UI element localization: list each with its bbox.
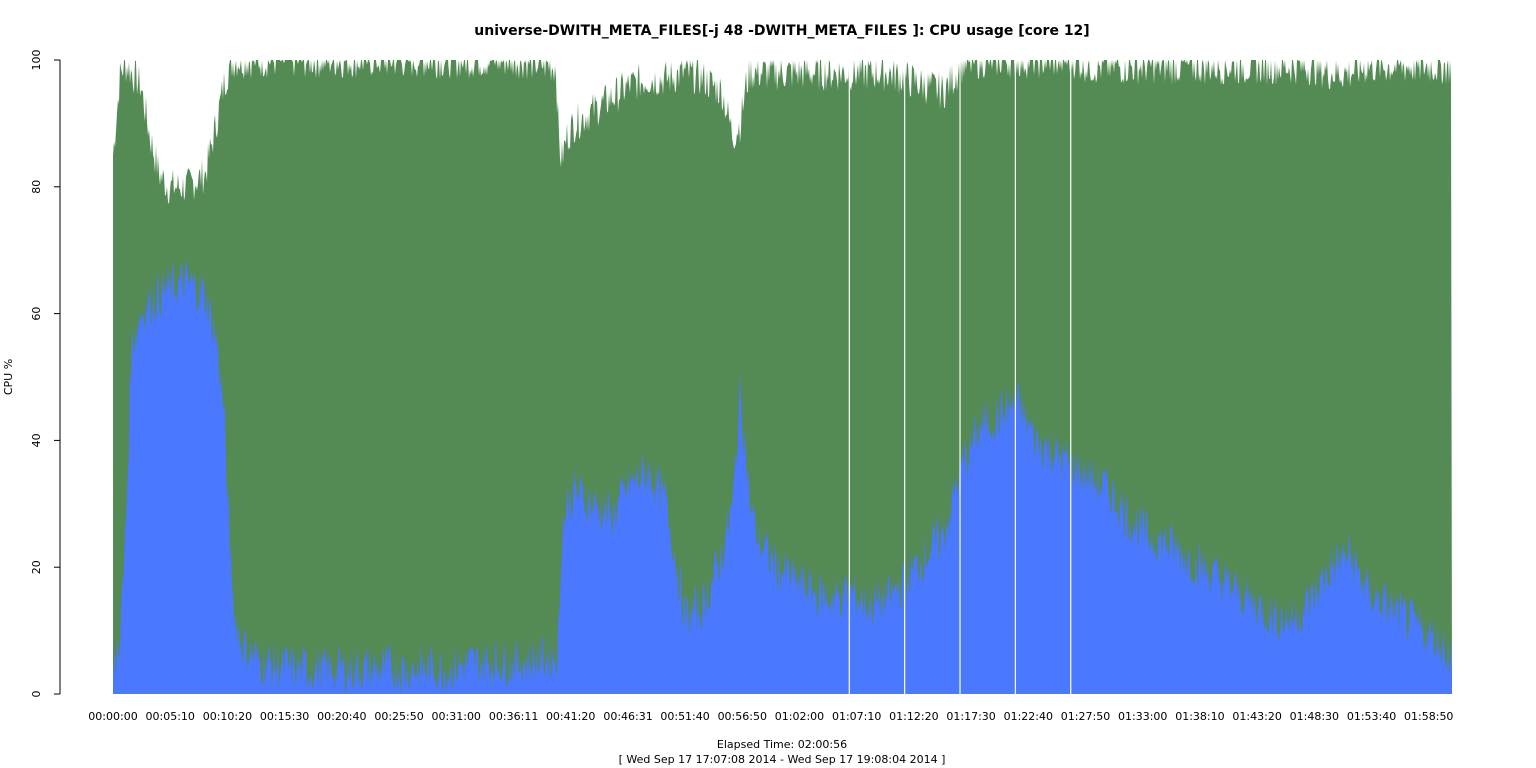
x-tick-label: 01:27:50 (1061, 710, 1110, 723)
idle-gaps (848, 60, 1072, 694)
x-tick-label: 00:20:40 (317, 710, 366, 723)
y-axis: 0 20 40 60 80 100 (30, 50, 61, 698)
y-tick-label: 0 (30, 691, 43, 698)
x-tick-label: 00:51:40 (660, 710, 709, 723)
user-cpu-area (113, 261, 1452, 694)
y-tick-label: 80 (30, 180, 43, 194)
x-tick-label: 00:36:11 (489, 710, 538, 723)
x-tick-label: 01:48:30 (1290, 710, 1339, 723)
x-tick-label: 00:31:00 (432, 710, 481, 723)
x-tick-label: 01:12:20 (889, 710, 938, 723)
x-tick-label: 00:15:30 (260, 710, 309, 723)
x-tick-label: 01:43:20 (1232, 710, 1281, 723)
x-tick-label: 00:41:20 (546, 710, 595, 723)
x-tick-label: 01:33:00 (1118, 710, 1167, 723)
x-axis: 00:00:00 00:05:10 00:10:20 00:15:30 00:20:40… (88, 710, 1453, 723)
chart-title: universe-DWITH_META_FILES[-j 48 -DWITH_M… (474, 23, 1089, 39)
x-axis-label: Elapsed Time: 02:00:56 (717, 738, 847, 751)
x-tick-label: 00:05:10 (146, 710, 195, 723)
x-tick-label: 01:58:50 (1404, 710, 1453, 723)
y-tick-label: 20 (30, 560, 43, 574)
x-tick-label: 00:46:31 (603, 710, 652, 723)
x-tick-label: 01:22:40 (1004, 710, 1053, 723)
x-tick-label: 00:56:50 (718, 710, 767, 723)
x-tick-label: 01:53:40 (1347, 710, 1396, 723)
x-axis-sublabel: [ Wed Sep 17 17:07:08 2014 - Wed Sep 17 … (619, 753, 946, 766)
y-axis-label: CPU % (2, 359, 15, 395)
x-tick-label: 01:38:10 (1175, 710, 1224, 723)
y-tick-label: 60 (30, 307, 43, 321)
plot-area (113, 60, 1452, 694)
x-tick-label: 00:00:00 (88, 710, 137, 723)
x-tick-label: 01:17:30 (946, 710, 995, 723)
x-tick-label: 01:07:10 (832, 710, 881, 723)
x-tick-label: 00:10:20 (203, 710, 252, 723)
x-tick-label: 01:02:00 (775, 710, 824, 723)
y-tick-label: 100 (30, 50, 43, 71)
x-tick-label: 00:25:50 (374, 710, 423, 723)
y-tick-label: 40 (30, 433, 43, 447)
